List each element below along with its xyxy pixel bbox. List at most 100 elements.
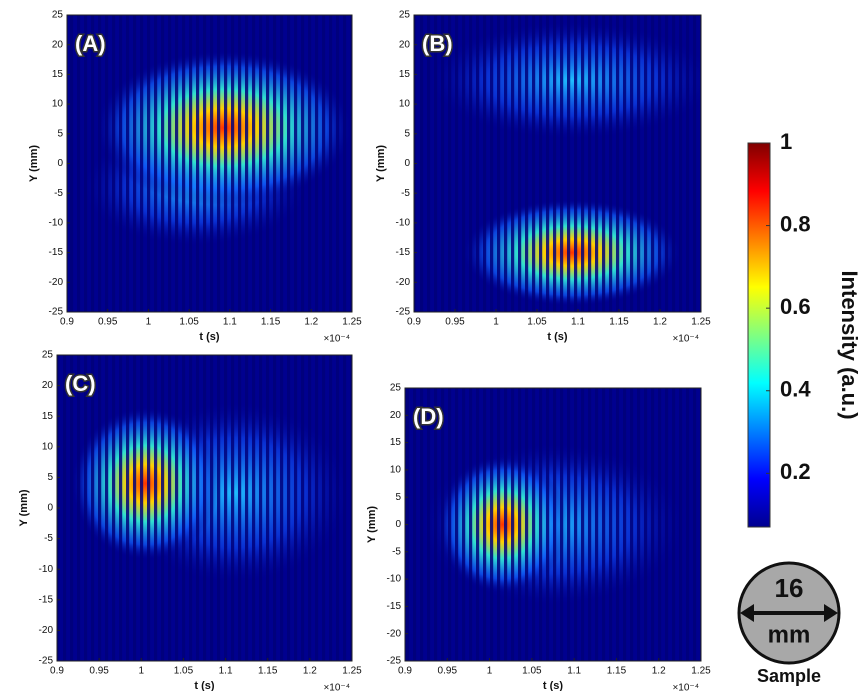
x-tick-label: 0.9 xyxy=(398,666,412,677)
y-tick-label: 10 xyxy=(42,441,54,452)
colorbar xyxy=(747,142,771,528)
x-tick-label: 0.9 xyxy=(50,666,64,677)
y-tick-label: 10 xyxy=(399,99,411,110)
y-tick-label: -20 xyxy=(49,277,64,288)
x-tick-label: 1.1 xyxy=(219,666,233,677)
x-tick-label: 1.05 xyxy=(179,317,199,328)
x-multiplier: ×10⁻⁴ xyxy=(672,334,699,345)
y-tick-label: -10 xyxy=(49,218,64,229)
heatmap-image xyxy=(414,15,701,312)
y-tick-label: -10 xyxy=(396,218,411,229)
x-tick-label: 1.1 xyxy=(567,666,581,677)
panel-label: (C) xyxy=(65,371,96,396)
sample-unit: mm xyxy=(768,621,811,648)
y-tick-label: 25 xyxy=(52,10,64,21)
colorbar-tick-label: 1 xyxy=(780,129,792,154)
x-tick-label: 0.9 xyxy=(407,317,421,328)
x-axis-label: t (s) xyxy=(199,331,220,343)
heatmap-panel: 0.9 0.95 1 1.05 1.1 1.15 1.2 1.25 -25 -20 -15 -10 -5… xyxy=(375,10,711,345)
panel-label: (D) xyxy=(413,404,444,429)
heatmap-image xyxy=(67,15,352,312)
sample-label: Sample xyxy=(757,666,821,686)
x-tick-label: 1 xyxy=(493,317,499,328)
y-tick-label: -10 xyxy=(39,564,54,575)
y-tick-label: 20 xyxy=(52,39,64,50)
y-tick-label: 20 xyxy=(390,410,402,421)
x-tick-label: 1.15 xyxy=(607,666,627,677)
x-multiplier: ×10⁻⁴ xyxy=(323,683,350,691)
y-tick-label: 15 xyxy=(399,69,411,80)
y-tick-label: 10 xyxy=(390,465,402,476)
sample-icon: 16 mm Sample xyxy=(737,561,841,686)
x-tick-label: 0.95 xyxy=(98,317,118,328)
y-axis-label: Y (mm) xyxy=(18,489,30,526)
stripe-overlay xyxy=(405,388,701,661)
y-tick-label: 25 xyxy=(42,350,54,361)
y-tick-label: 0 xyxy=(395,519,401,530)
y-tick-label: 20 xyxy=(42,380,54,391)
y-tick-label: 10 xyxy=(52,99,64,110)
x-tick-label: 1.2 xyxy=(652,666,666,677)
x-tick-label: 0.9 xyxy=(60,317,74,328)
y-tick-label: 5 xyxy=(395,492,401,503)
y-axis-label: Y (mm) xyxy=(28,145,40,182)
x-tick-label: 1.1 xyxy=(223,317,237,328)
x-tick-label: 1.15 xyxy=(609,317,629,328)
x-tick-label: 1.05 xyxy=(522,666,542,677)
x-multiplier: ×10⁻⁴ xyxy=(672,683,699,691)
x-multiplier: ×10⁻⁴ xyxy=(323,334,350,345)
x-tick-label: 1.05 xyxy=(174,666,194,677)
y-tick-label: -15 xyxy=(387,601,402,612)
y-tick-label: -20 xyxy=(39,625,54,636)
panel-label: (A) xyxy=(75,31,106,56)
x-tick-label: 1.15 xyxy=(258,666,278,677)
y-tick-label: 15 xyxy=(42,411,54,422)
x-tick-label: 1.25 xyxy=(342,317,362,328)
y-tick-label: 15 xyxy=(390,437,402,448)
x-tick-label: 1.15 xyxy=(261,317,281,328)
y-tick-label: -5 xyxy=(54,188,63,199)
y-tick-label: 20 xyxy=(399,39,411,50)
x-axis-label: t (s) xyxy=(547,331,568,343)
x-tick-label: 1.1 xyxy=(571,317,585,328)
x-axis-label: t (s) xyxy=(543,680,564,691)
y-tick-label: -15 xyxy=(396,247,411,258)
y-tick-label: -15 xyxy=(39,594,54,605)
arrow-head xyxy=(740,604,754,622)
y-tick-label: -20 xyxy=(387,628,402,639)
y-tick-label: -15 xyxy=(49,247,64,258)
heatmap-image xyxy=(405,388,701,661)
y-tick-label: 0 xyxy=(404,158,410,169)
y-tick-label: 25 xyxy=(399,10,411,21)
x-tick-label: 1.05 xyxy=(527,317,547,328)
y-tick-label: 5 xyxy=(47,472,53,483)
x-tick-label: 1.2 xyxy=(653,317,667,328)
y-tick-label: 5 xyxy=(404,128,410,139)
y-tick-label: -5 xyxy=(392,546,401,557)
x-tick-label: 1.2 xyxy=(304,317,318,328)
y-tick-label: -20 xyxy=(396,277,411,288)
y-axis-label: Y (mm) xyxy=(366,506,378,543)
colorbar-label: Intensity (a.u.) xyxy=(837,270,862,419)
colorbar-tick-label: 0.2 xyxy=(780,459,811,484)
y-tick-label: -25 xyxy=(396,307,411,318)
colorbar-tick-label: 0.4 xyxy=(780,377,811,402)
y-tick-label: -5 xyxy=(44,533,53,544)
x-tick-label: 1.25 xyxy=(691,666,711,677)
y-tick-label: -25 xyxy=(39,656,54,667)
x-tick-label: 0.95 xyxy=(438,666,458,677)
x-tick-label: 1 xyxy=(139,666,145,677)
stripe-overlay xyxy=(67,15,352,312)
y-tick-label: -25 xyxy=(387,656,402,667)
heatmap-panel: 0.9 0.95 1 1.05 1.1 1.15 1.2 1.25 -25 -20 -15 -10 -5… xyxy=(366,383,711,691)
y-tick-label: 0 xyxy=(47,503,53,514)
heatmap-panel: 0.9 0.95 1 1.05 1.1 1.15 1.2 1.25 -25 -20 -15 -10 -5… xyxy=(28,10,362,345)
stripe-overlay xyxy=(414,15,701,312)
x-tick-label: 1.2 xyxy=(303,666,317,677)
panel-label: (B) xyxy=(422,31,453,56)
x-tick-label: 1.25 xyxy=(342,666,362,677)
stripe-overlay xyxy=(57,355,352,661)
colorbar-tick-label: 0.8 xyxy=(780,211,811,236)
x-tick-label: 1 xyxy=(487,666,493,677)
